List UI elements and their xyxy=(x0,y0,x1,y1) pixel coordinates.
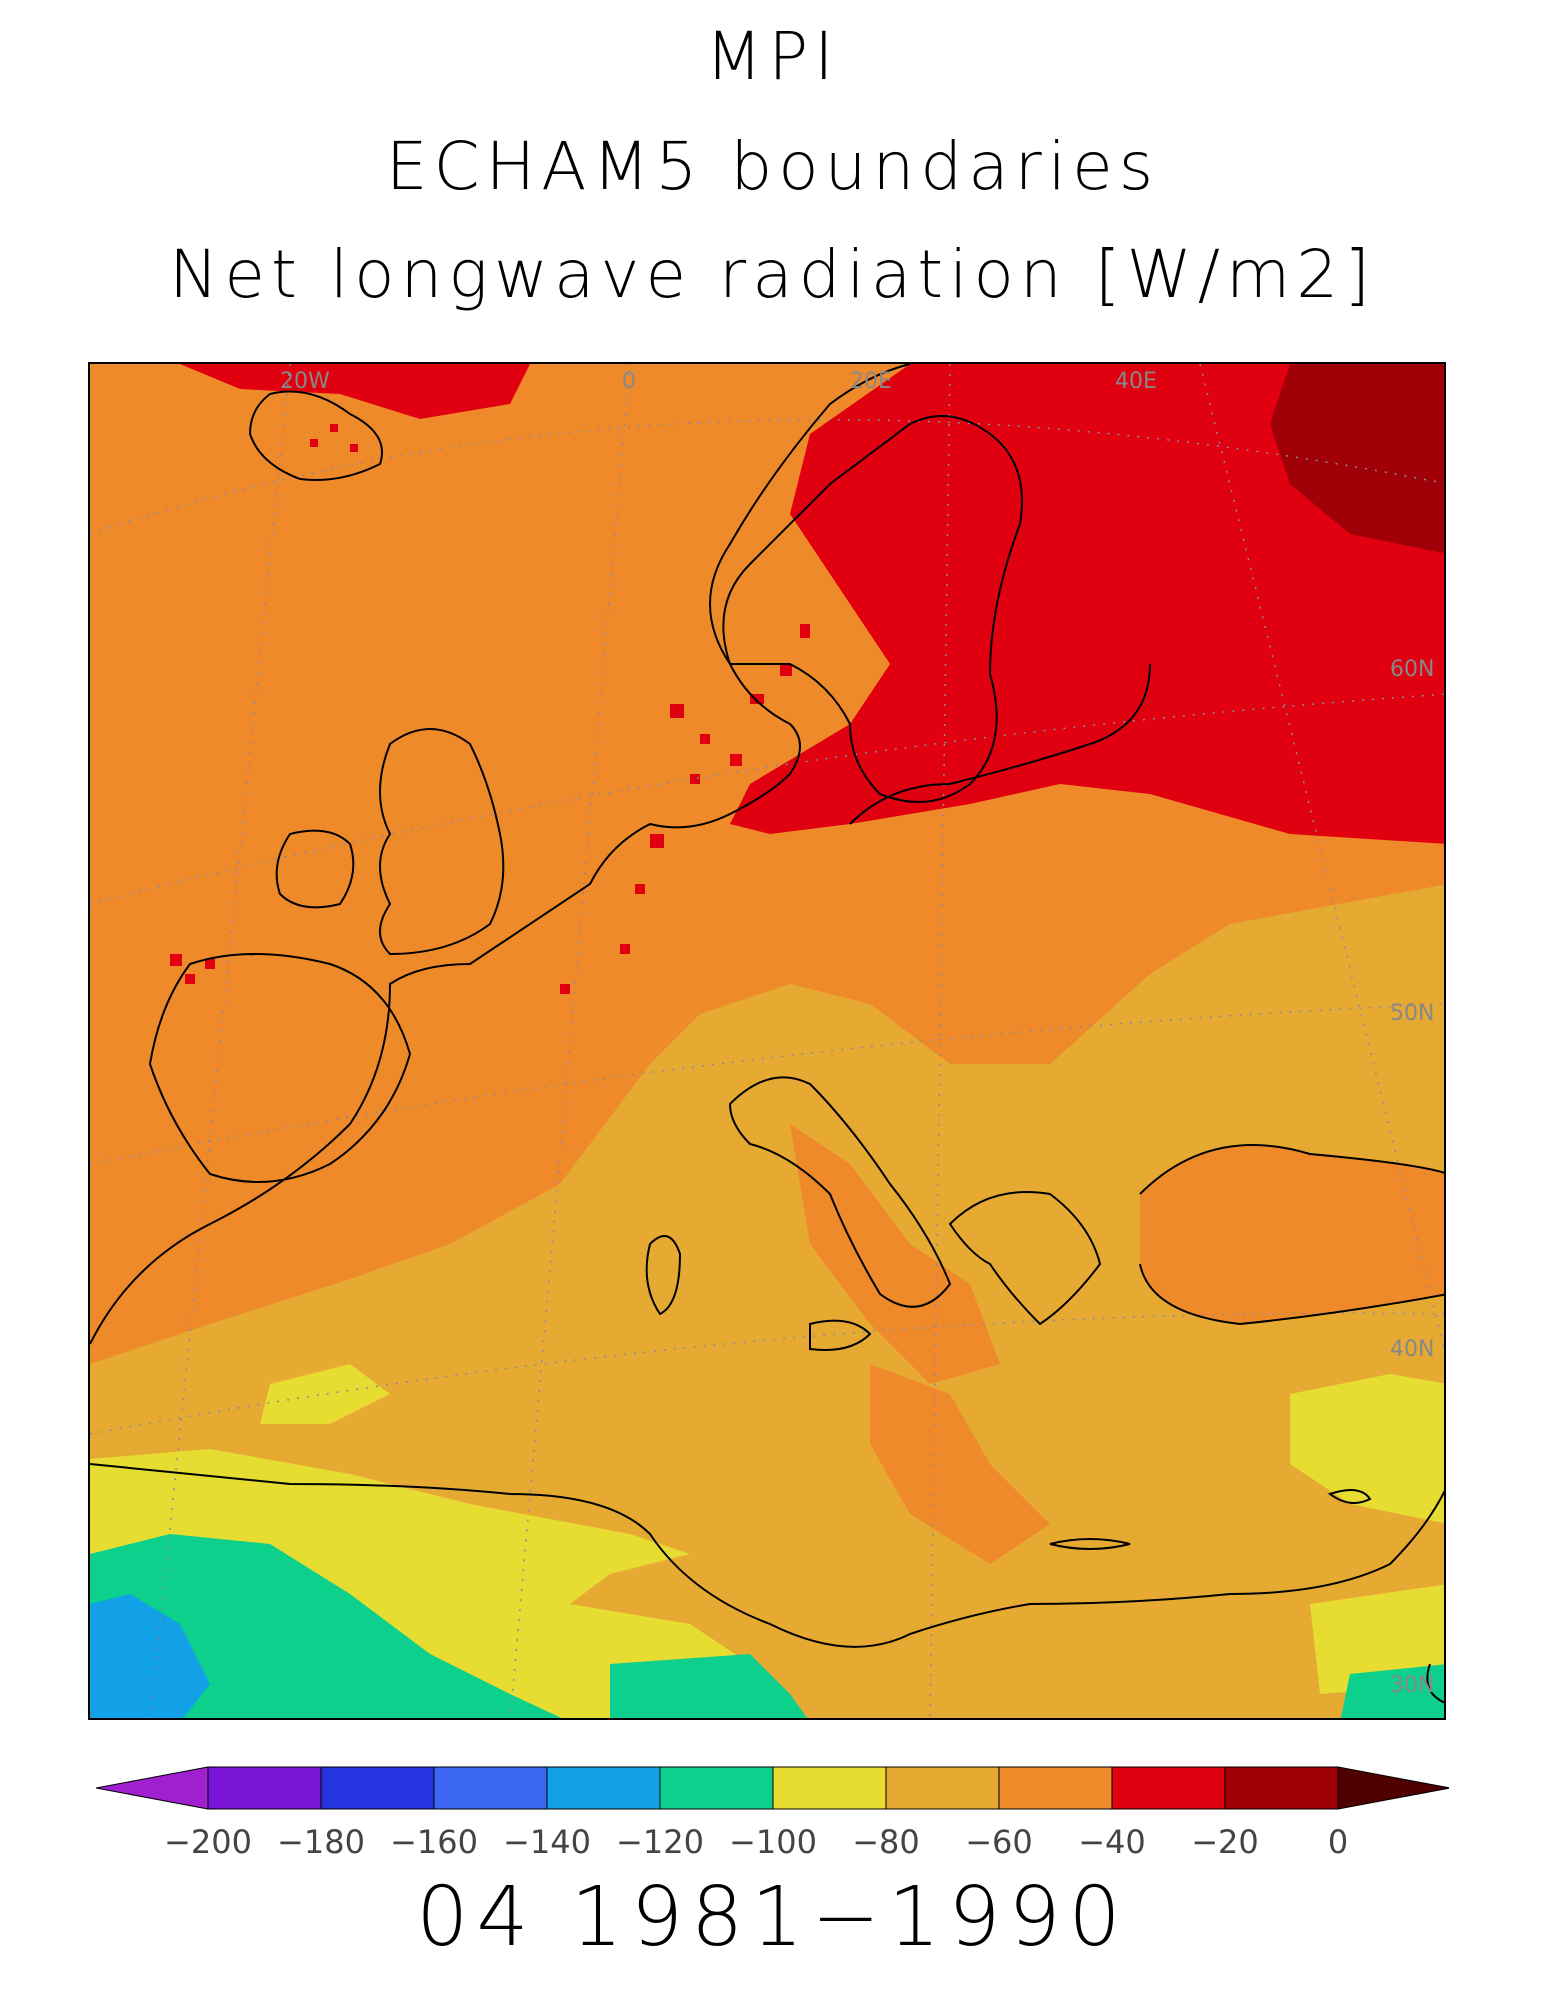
coast-crete xyxy=(1049,1538,1131,1550)
coast-blacksea xyxy=(1139,1144,1444,1326)
coast-italy xyxy=(728,1076,952,1308)
coast-iberia xyxy=(148,953,412,1183)
field-green-patch xyxy=(610,1654,808,1718)
coast-scandinavia-inner xyxy=(722,415,1023,803)
field-red-north xyxy=(180,364,530,419)
colorbar-bin-8 xyxy=(1111,1766,1226,1810)
field-yellow-patch-1 xyxy=(260,1364,390,1424)
coast-baltic xyxy=(849,663,1151,825)
coast-ireland xyxy=(275,829,355,909)
colorbar-under-triangle xyxy=(96,1766,209,1810)
colorbar-bin-5 xyxy=(772,1766,887,1810)
colorbar-tick-label: −140 xyxy=(503,1823,591,1860)
label-lon-20w: 20W xyxy=(280,369,330,394)
colorbar-tick-label: 0 xyxy=(1328,1823,1348,1860)
graticule-labels: 20W 0 20E 40E 60N 50N 40N 30N xyxy=(280,369,1434,1698)
colorbar-bin-2 xyxy=(433,1766,548,1810)
coast-mainland xyxy=(90,364,911,1345)
colorbar-tick-label: −40 xyxy=(1078,1823,1146,1860)
period-label: 04 1981−1990 xyxy=(416,1870,1129,1965)
colorbar-tick-label: −100 xyxy=(729,1823,817,1860)
colorbar-tick-label: −160 xyxy=(390,1823,478,1860)
label-lat-40n: 40N xyxy=(1390,1337,1434,1362)
graticule xyxy=(90,364,1444,1718)
colorbar-tick-label: −200 xyxy=(164,1823,252,1860)
field-blacksea xyxy=(1140,1145,1444,1324)
coast-caspian-west xyxy=(1426,1663,1444,1704)
colorbar-tick-label: −80 xyxy=(852,1823,920,1860)
colorbar-bin-7 xyxy=(998,1766,1113,1810)
coast-sardinia xyxy=(645,1235,682,1316)
colorbar-labels: −200 −180 −160 −140 −120 −100 −80 −60 −40 −20 0 xyxy=(164,1823,1348,1860)
coast-sicily xyxy=(809,1319,872,1351)
map-canvas: 20W 0 20E 40E 60N 50N 40N 30N xyxy=(90,364,1444,1718)
colorbar-bin-6 xyxy=(885,1766,1000,1810)
label-lon-40e: 40E xyxy=(1115,369,1157,394)
colorbar-tick-label: −120 xyxy=(616,1823,704,1860)
field-ionian xyxy=(870,1364,1050,1564)
label-lon-0: 0 xyxy=(622,369,636,394)
label-lat-60n: 60N xyxy=(1390,657,1434,682)
colorbar-bin-0 xyxy=(207,1766,322,1810)
map-panel: 20W 0 20E 40E 60N 50N 40N 30N xyxy=(88,362,1446,1720)
coast-iceland xyxy=(248,390,383,481)
field-band-40-20 xyxy=(730,364,1444,844)
colorbar-boxes xyxy=(96,1766,1449,1810)
label-lat-30n: 30N xyxy=(1390,1673,1434,1698)
title-line-1: MPI xyxy=(705,18,840,95)
label-lat-50n: 50N xyxy=(1390,1001,1434,1026)
colorbar-tick-label: −60 xyxy=(965,1823,1033,1860)
colorbar-tick-label: −180 xyxy=(277,1823,365,1860)
field-band-20-0 xyxy=(1270,364,1444,554)
field-band-140-120 xyxy=(90,1594,210,1718)
field-yellow-patch-3 xyxy=(1310,1584,1444,1694)
colorbar-tick-label: −20 xyxy=(1191,1823,1259,1860)
field-green-east xyxy=(1340,1664,1444,1718)
field-yellow-patch-2 xyxy=(1290,1374,1444,1524)
colorbar-bin-9 xyxy=(1224,1766,1339,1810)
field-red-speckles xyxy=(170,424,810,994)
coastlines xyxy=(90,364,1444,1704)
colorbar: −200 −180 −160 −140 −120 −100 −80 −60 −40 −20 0 xyxy=(96,1766,1449,1860)
colorbar-bin-1 xyxy=(320,1766,435,1810)
title-line-2: ECHAM5 boundaries xyxy=(385,128,1160,205)
coast-britain xyxy=(379,728,505,956)
colorbar-over-triangle xyxy=(1337,1766,1449,1810)
label-lon-20e: 20E xyxy=(850,369,892,394)
field-italy xyxy=(790,1124,1000,1384)
colorbar-bin-3 xyxy=(546,1766,661,1810)
title-line-3: Net longwave radiation [W/m2] xyxy=(169,236,1376,313)
coast-north-africa xyxy=(90,1463,1444,1648)
coast-cyprus xyxy=(1327,1489,1372,1504)
coast-balkans xyxy=(948,1191,1102,1326)
field-band-120-100 xyxy=(90,1534,562,1718)
colorbar-bin-4 xyxy=(659,1766,774,1810)
